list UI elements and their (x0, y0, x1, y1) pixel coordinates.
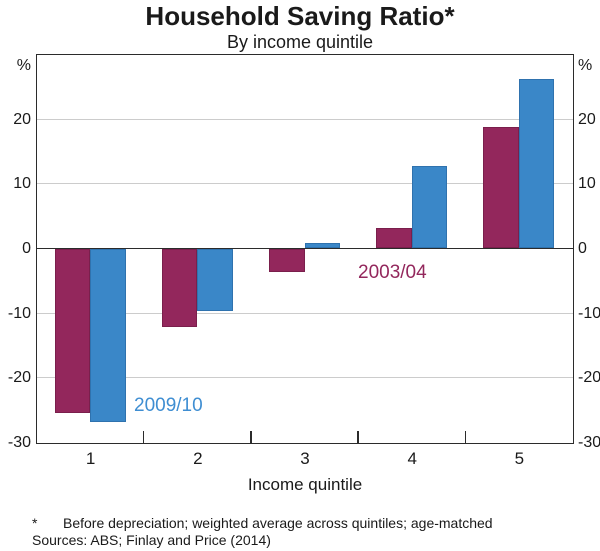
chart-subtitle: By income quintile (226, 32, 374, 52)
footnote-text: Before depreciation; weighted average ac… (63, 515, 493, 531)
y-tick-right-0: 0 (578, 240, 587, 257)
y-tick-left-20: 20 (13, 110, 31, 128)
percent-label-left: % (16, 57, 31, 74)
x-tick-3 (357, 430, 359, 443)
y-tick-right--20: -20 (578, 369, 600, 387)
x-tick-2 (250, 430, 252, 443)
bar-q4-2003-04 (376, 227, 412, 249)
bar-q3-2003-04 (269, 248, 305, 273)
sources: Sources: ABS; Finlay and Price (2014) (32, 532, 271, 548)
footnote: * Before depreciation; weighted average a… (32, 515, 572, 532)
bar-q1-2003-04 (54, 248, 91, 414)
gridline-10 (36, 183, 573, 185)
bar-q2-2009-10 (197, 248, 233, 311)
bar-q1-2009-10 (90, 248, 126, 423)
chart-title: Household Saving Ratio* (145, 1, 455, 31)
percent-label-right: % (578, 57, 593, 74)
gridline-20 (36, 118, 573, 120)
y-tick-right--10: -10 (578, 304, 600, 322)
plot-area: 2003/04 2009/10 (35, 53, 574, 444)
bar-q4-2009-10 (411, 166, 448, 249)
y-tick-left-0: 0 (22, 240, 31, 257)
series-label-2003-04: 2003/04 (358, 262, 427, 283)
bar-q2-2003-04 (161, 248, 198, 328)
zero-gridline (36, 247, 573, 250)
y-tick-left-10: 10 (13, 175, 31, 193)
y-tick-left--10: -10 (7, 304, 31, 322)
gridline--10 (36, 312, 573, 314)
x-axis-title: Income quintile (247, 475, 363, 494)
y-tick-right-10: 10 (578, 175, 596, 193)
series-label-2009-10: 2009/10 (134, 395, 203, 416)
bar-q5-2009-10 (518, 79, 555, 249)
footnote-marker: * (32, 515, 38, 531)
y-tick-left--20: -20 (7, 369, 31, 387)
y-tick-right-20: 20 (578, 110, 596, 128)
y-tick-left--30: -30 (7, 434, 31, 451)
x-label-4: 4 (407, 449, 417, 468)
x-tick-4 (464, 430, 467, 443)
y-tick-right--30: -30 (578, 434, 600, 451)
x-tick-1 (142, 430, 145, 443)
x-label-2: 2 (193, 449, 203, 468)
x-label-3: 3 (300, 449, 310, 468)
x-label-1: 1 (85, 449, 96, 468)
gridline--20 (36, 377, 573, 379)
x-label-5: 5 (514, 449, 525, 468)
bar-q5-2003-04 (483, 126, 519, 249)
